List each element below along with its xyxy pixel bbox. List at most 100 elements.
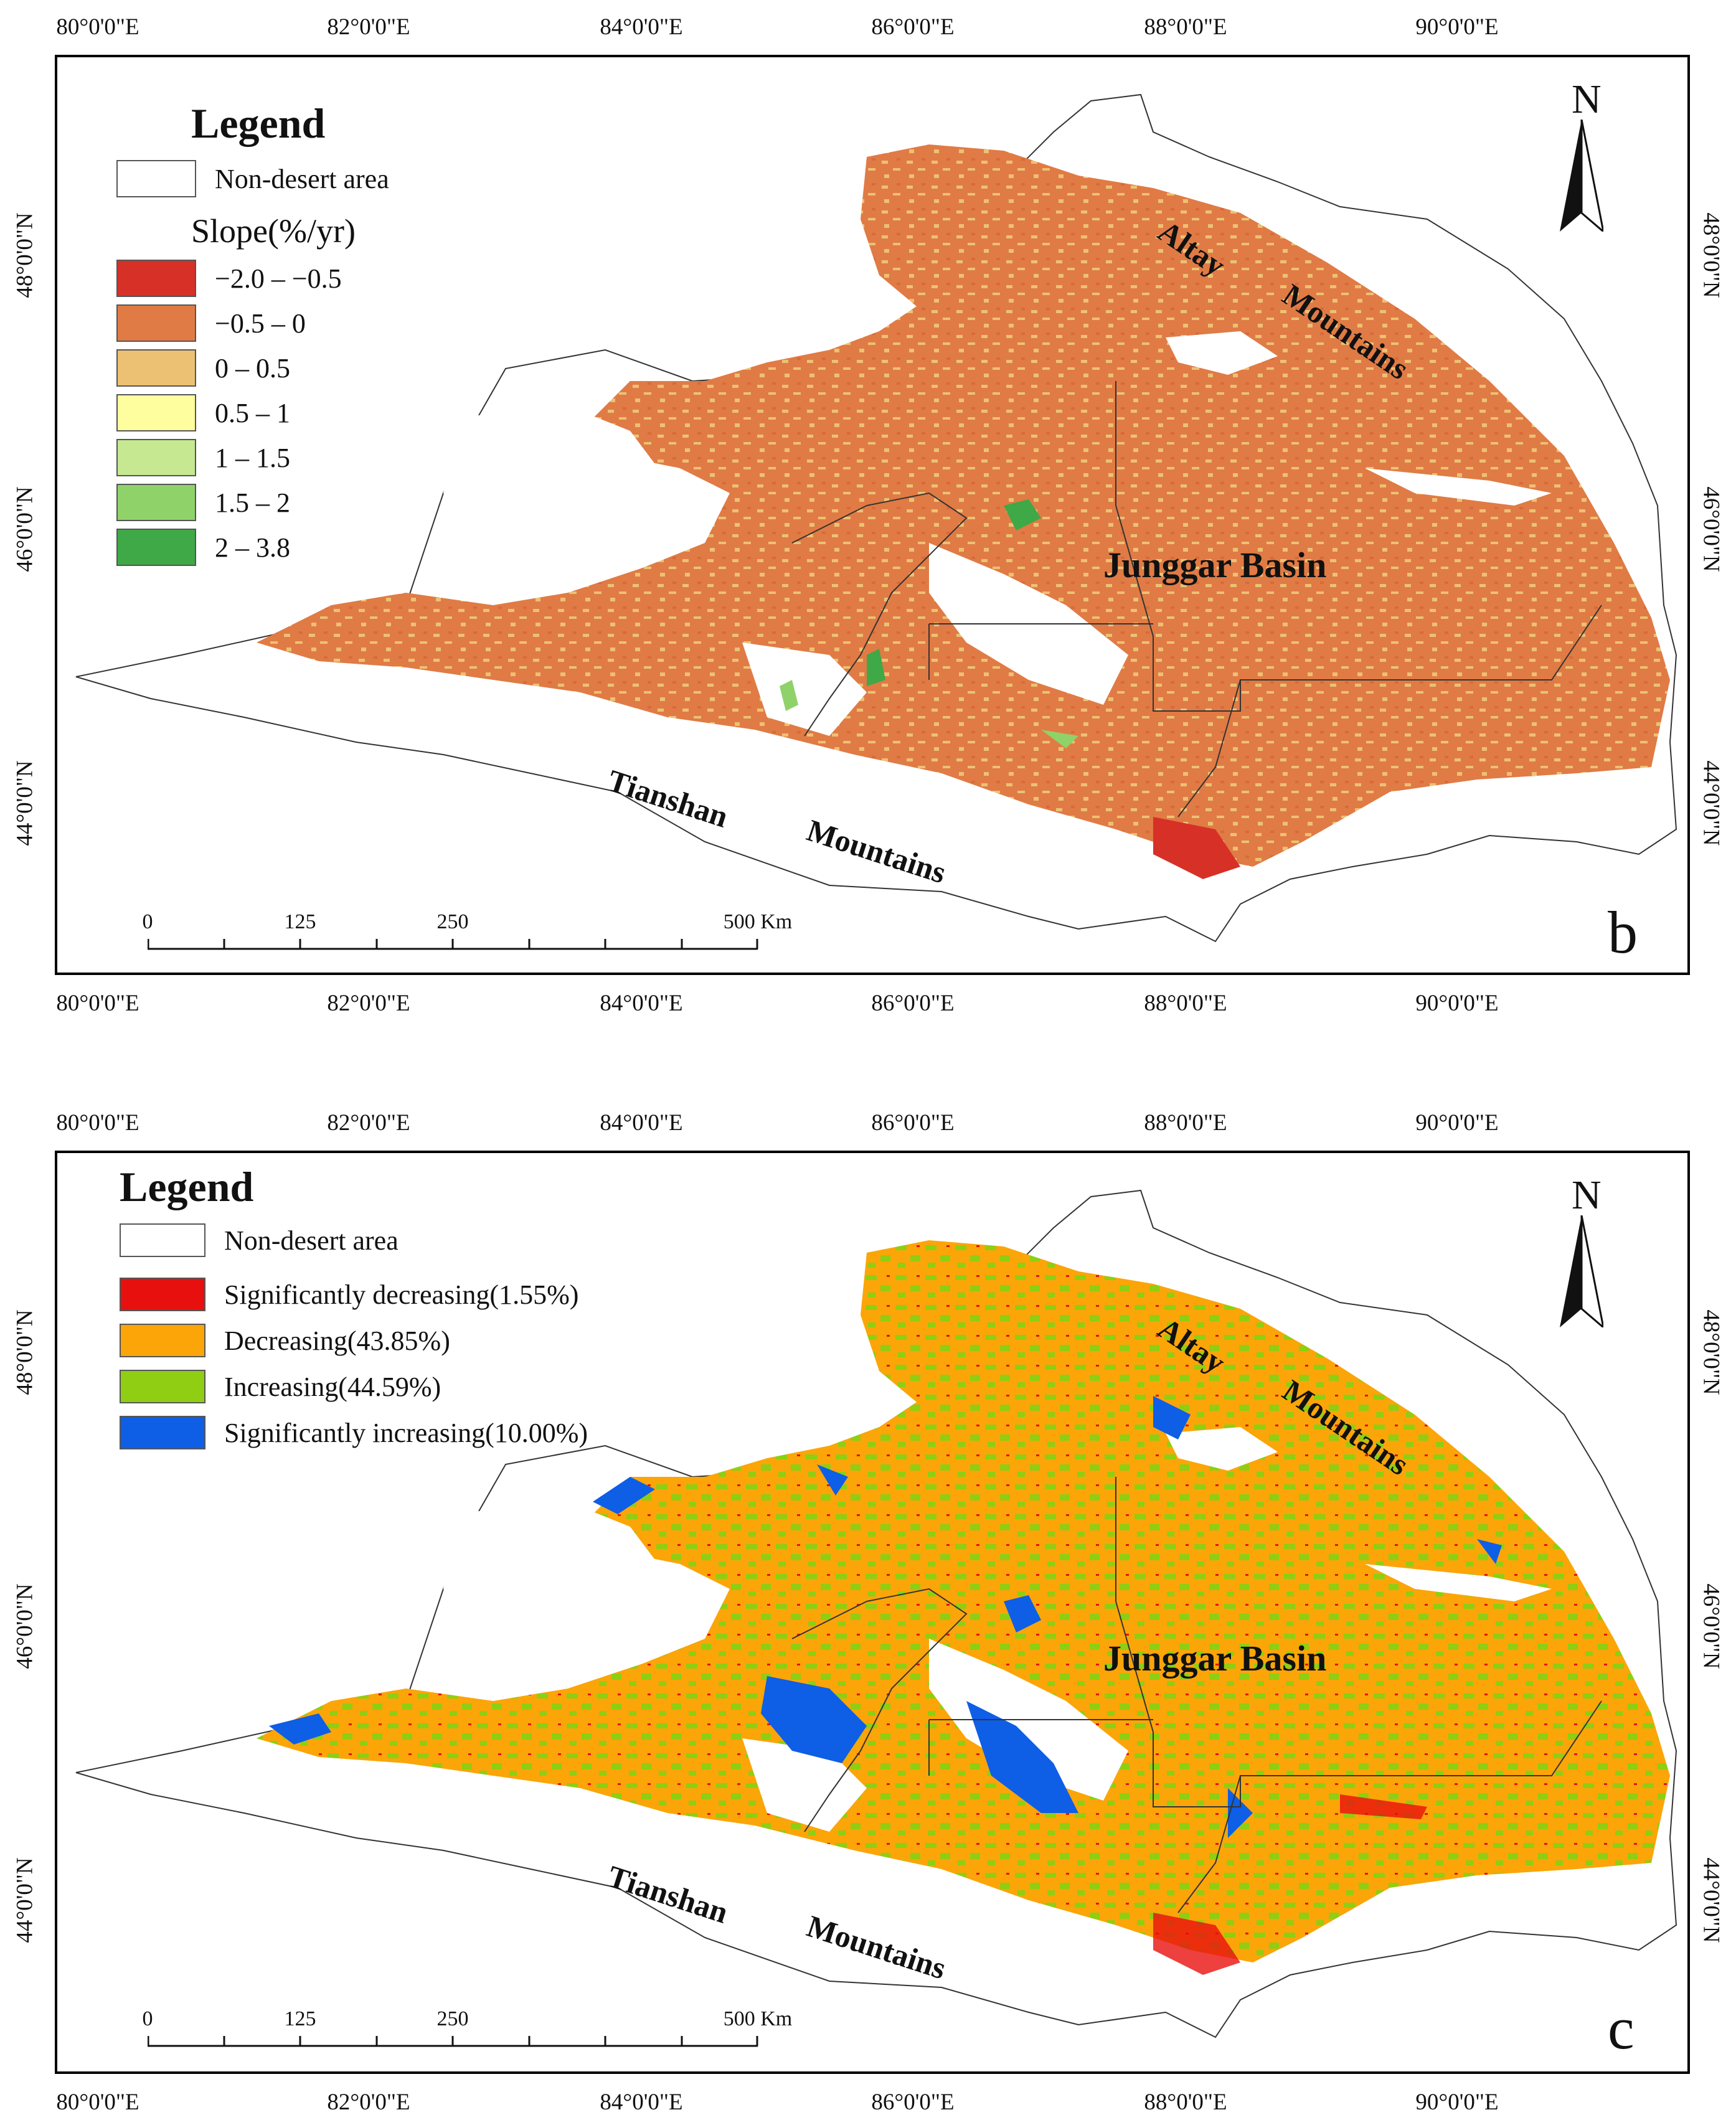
legend-label: −2.0 – −0.5: [215, 263, 342, 294]
map-frame: Legend Non-desert area Significantly dec…: [55, 1151, 1690, 2074]
scale-label: 0: [142, 910, 153, 933]
scale-label: 0: [142, 2007, 153, 2030]
desert-area: [257, 144, 1670, 867]
legend-label: Significantly decreasing(1.55%): [224, 1279, 579, 1310]
lon-label-bottom: 84°0'0"E: [600, 991, 683, 1016]
lon-label-top: 90°0'0"E: [1415, 1110, 1499, 1136]
legend-swatch: [116, 439, 196, 476]
legend-swatch: [120, 1416, 205, 1449]
panel-letter: c: [1608, 1995, 1635, 2061]
lon-label-top: 80°0'0"E: [56, 14, 139, 40]
legend-swatch: [120, 1324, 205, 1357]
lat-label-right: 48°0'0"N: [1698, 1309, 1724, 1395]
legend-row: −0.5 – 0: [116, 304, 306, 342]
lat-label-left: 46°0'0"N: [12, 486, 38, 572]
lat-label-right: 44°0'0"N: [1698, 760, 1724, 846]
legend-label: −0.5 – 0: [215, 308, 306, 339]
label-junggar-basin: Junggar Basin: [1103, 545, 1327, 585]
legend-swatch: [116, 349, 196, 387]
legend-label: Significantly increasing(10.00%): [224, 1417, 588, 1448]
legend-label: Decreasing(43.85%): [224, 1325, 450, 1356]
legend-label: 0 – 0.5: [215, 352, 290, 384]
legend-row: 1 – 1.5: [116, 439, 290, 476]
lon-label-bottom: 86°0'0"E: [871, 991, 955, 1016]
legend-label: 0.5 – 1: [215, 397, 290, 428]
legend-row: Increasing(44.59%): [120, 1370, 441, 1403]
region-map: [75, 1189, 1677, 2038]
legend-row: 2 – 3.8: [116, 529, 290, 566]
lon-label-bottom: 80°0'0"E: [56, 2089, 139, 2115]
legend-row: 0.5 – 1: [116, 394, 290, 431]
lat-label-left: 46°0'0"N: [12, 1583, 38, 1669]
legend-non-desert: Non-desert area: [120, 1223, 399, 1257]
legend-swatch: [120, 1223, 205, 1257]
lon-label-bottom: 84°0'0"E: [600, 2089, 683, 2115]
legend-non-desert: Non-desert area: [116, 160, 389, 197]
legend-row: 1.5 – 2: [116, 484, 290, 521]
lon-label-top: 80°0'0"E: [56, 1110, 139, 1136]
legend-swatch: [120, 1370, 205, 1403]
north-label: N: [1572, 1172, 1602, 1218]
lat-label-right: 46°0'0"N: [1698, 486, 1724, 572]
legend-swatch: [116, 484, 196, 521]
lat-label-right: 48°0'0"N: [1698, 212, 1724, 298]
lon-label-bottom: 82°0'0"E: [327, 2089, 410, 2115]
legend-row: 0 – 0.5: [116, 349, 290, 387]
legend-swatch: [116, 394, 196, 431]
legend-swatch: [116, 160, 196, 197]
legend-title: Legend: [191, 100, 326, 147]
lat-label-left: 44°0'0"N: [12, 1857, 38, 1943]
lon-label-top: 88°0'0"E: [1144, 1110, 1227, 1136]
lon-label-bottom: 88°0'0"E: [1144, 991, 1227, 1016]
scale-bar: 0 125 250 500 Km: [143, 910, 792, 954]
label-junggar-basin: Junggar Basin: [1103, 1638, 1327, 1679]
scale-label: 250: [436, 910, 469, 933]
panel-b: 80°0'0"E 82°0'0"E 84°0'0"E 86°0'0"E 88°0…: [0, 0, 1736, 1021]
lon-label-bottom: 88°0'0"E: [1144, 2089, 1227, 2115]
lon-label-top: 86°0'0"E: [871, 1110, 955, 1136]
legend-title: Legend: [120, 1163, 254, 1210]
lon-label-bottom: 86°0'0"E: [871, 2089, 955, 2115]
panel-letter: b: [1608, 899, 1638, 966]
legend-row: Decreasing(43.85%): [120, 1324, 450, 1357]
scale-label: 500 Km: [723, 2007, 793, 2030]
lon-label-top: 84°0'0"E: [600, 1110, 683, 1136]
legend-label: 1.5 – 2: [215, 487, 290, 518]
lon-label-top: 86°0'0"E: [871, 14, 955, 40]
north-arrow-icon: [1560, 120, 1603, 232]
lon-label-top: 82°0'0"E: [327, 1110, 410, 1136]
panel-c: 80°0'0"E 82°0'0"E 84°0'0"E 86°0'0"E 88°0…: [0, 1096, 1736, 2120]
lat-label-left: 44°0'0"N: [12, 760, 38, 846]
legend-swatch: [116, 529, 196, 566]
legend-row: Significantly increasing(10.00%): [120, 1416, 588, 1449]
lon-label-bottom: 82°0'0"E: [327, 991, 410, 1016]
desert-area: [257, 1240, 1670, 1962]
legend-row: −2.0 – −0.5: [116, 260, 342, 297]
legend-swatch: [116, 260, 196, 297]
lat-label-left: 48°0'0"N: [12, 1309, 38, 1395]
scale-label: 125: [284, 2007, 316, 2030]
legend-label: Non-desert area: [224, 1225, 399, 1256]
north-label: N: [1572, 77, 1602, 122]
region-map: [75, 93, 1677, 943]
legend-label: Non-desert area: [215, 163, 389, 194]
scale-bar: 0 125 250 500 Km: [143, 2007, 792, 2051]
legend-swatch: [120, 1278, 205, 1311]
lat-label-right: 46°0'0"N: [1698, 1583, 1724, 1669]
lat-label-right: 44°0'0"N: [1698, 1857, 1724, 1943]
lon-label-bottom: 90°0'0"E: [1415, 991, 1499, 1016]
legend-subtitle: Slope(%/yr): [191, 212, 356, 250]
scale-label: 250: [436, 2007, 469, 2030]
scale-label: 500 Km: [723, 910, 793, 933]
lon-label-bottom: 80°0'0"E: [56, 991, 139, 1016]
scale-label: 125: [284, 910, 316, 933]
legend-swatch: [116, 304, 196, 342]
map-frame: Legend Non-desert area Slope(%/yr) −2.0 …: [55, 55, 1690, 975]
lon-label-top: 88°0'0"E: [1144, 14, 1227, 40]
lon-label-bottom: 90°0'0"E: [1415, 2089, 1499, 2115]
lon-label-top: 90°0'0"E: [1415, 14, 1499, 40]
lon-label-top: 84°0'0"E: [600, 14, 683, 40]
legend-row: Significantly decreasing(1.55%): [120, 1278, 578, 1311]
lat-label-left: 48°0'0"N: [12, 212, 38, 298]
lon-label-top: 82°0'0"E: [327, 14, 410, 40]
